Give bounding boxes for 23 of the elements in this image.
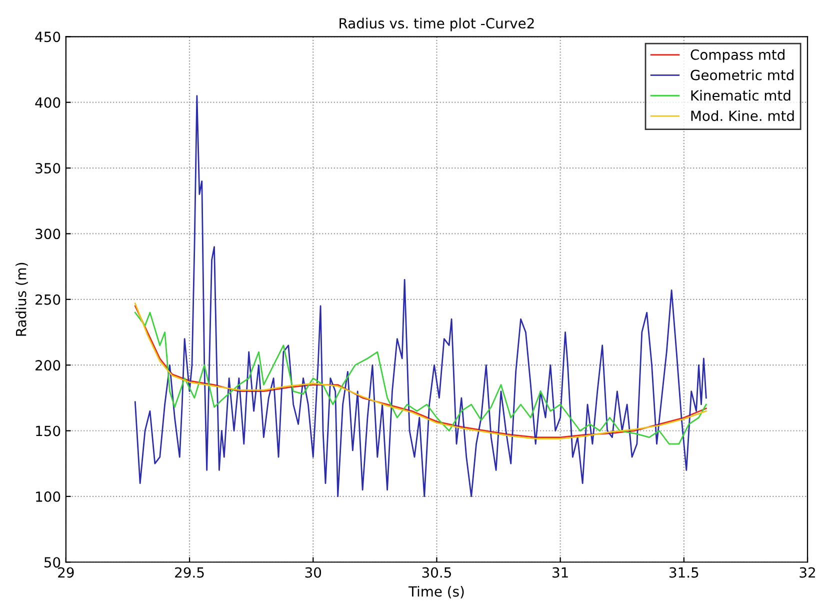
x-tick-label: 32	[800, 567, 815, 578]
chart-title: Radius vs. time plot -Curve2	[340, 18, 534, 32]
legend-label: Geometric mtd	[690, 70, 794, 80]
y-tick-label: 100	[36, 491, 60, 502]
x-tick-label: 31	[552, 567, 568, 578]
y-tick-label: 450	[35, 32, 60, 42]
y-tick-label: 200	[36, 360, 60, 371]
x-tick-label: 30	[305, 567, 322, 578]
y-axis-title: Radius (m)	[16, 262, 28, 336]
x-axis-title: Time (s)	[408, 586, 464, 598]
y-tick-label: 150	[36, 426, 60, 436]
legend-label: Mod. Kine. mtd	[691, 110, 794, 122]
x-tick-label: 29	[58, 567, 74, 578]
y-tick-label: 250	[36, 294, 60, 305]
legend-label: Compass mtd	[690, 49, 784, 63]
y-tick-label: 350	[36, 162, 60, 174]
y-tick-label: 300	[36, 228, 60, 240]
x-tick-label: 29.5	[175, 567, 204, 578]
y-tick-label: 400	[35, 97, 60, 108]
x-tick-label: 31.5	[670, 567, 698, 578]
legend-label: Kinematic mtd	[691, 90, 790, 101]
x-tick-label: 30.5	[422, 567, 451, 578]
y-tick-label: 50	[44, 557, 60, 568]
